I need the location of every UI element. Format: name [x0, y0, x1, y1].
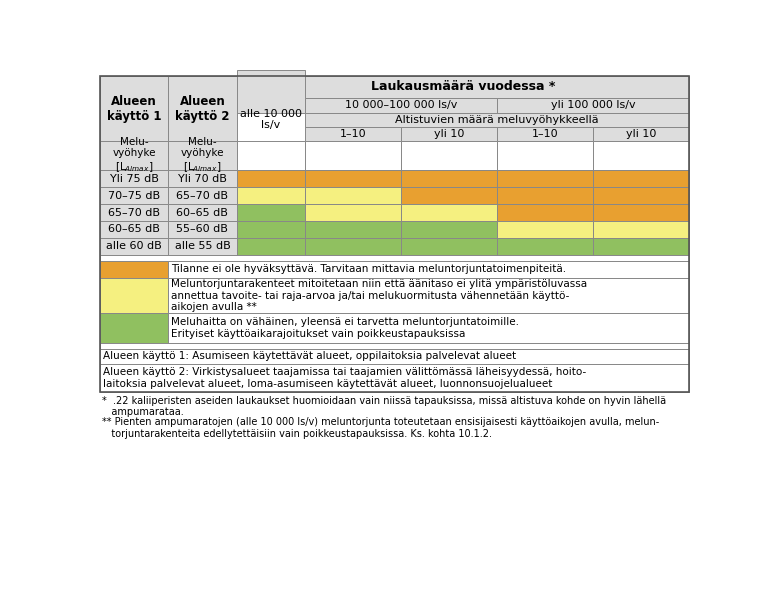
- Bar: [100, 141, 169, 170]
- Text: 60–65 dB: 60–65 dB: [109, 224, 160, 235]
- Bar: [593, 187, 689, 204]
- Bar: [169, 141, 236, 170]
- Text: alle 60 dB: alle 60 dB: [106, 241, 162, 251]
- Text: 10 000–100 000 ls/v: 10 000–100 000 ls/v: [345, 101, 457, 110]
- Bar: [401, 127, 497, 141]
- Bar: [169, 278, 689, 314]
- Bar: [401, 141, 497, 170]
- Bar: [100, 364, 689, 392]
- Text: yli 100 000 ls/v: yli 100 000 ls/v: [551, 101, 635, 110]
- Bar: [100, 255, 689, 261]
- Bar: [401, 204, 497, 221]
- Text: Alueen
käyttö 2: Alueen käyttö 2: [176, 95, 229, 122]
- Bar: [236, 141, 305, 170]
- Bar: [100, 204, 169, 221]
- Text: 60–65 dB: 60–65 dB: [176, 207, 229, 218]
- Text: Tilanne ei ole hyväksyttävä. Tarvitaan mittavia meluntorjuntatoimenpiteitä.: Tilanne ei ole hyväksyttävä. Tarvitaan m…: [172, 265, 567, 274]
- Bar: [100, 238, 169, 255]
- Text: 70–75 dB: 70–75 dB: [108, 191, 160, 201]
- Bar: [100, 261, 169, 278]
- Bar: [169, 76, 236, 98]
- Bar: [100, 170, 169, 187]
- Bar: [236, 187, 305, 204]
- Bar: [305, 98, 497, 113]
- Bar: [236, 238, 305, 255]
- Bar: [169, 170, 236, 187]
- Bar: [497, 141, 593, 170]
- Text: Alueen
käyttö 1: Alueen käyttö 1: [107, 95, 162, 122]
- Bar: [305, 187, 401, 204]
- Bar: [305, 238, 401, 255]
- Bar: [236, 204, 305, 221]
- Bar: [236, 170, 305, 187]
- Bar: [236, 76, 689, 98]
- Bar: [100, 343, 689, 349]
- Bar: [305, 113, 689, 127]
- Bar: [169, 221, 236, 238]
- Text: yli 10: yli 10: [626, 129, 656, 139]
- Text: *  .22 kaliiperisten aseiden laukaukset huomioidaan vain niissä tapauksissa, mis: * .22 kaliiperisten aseiden laukaukset h…: [102, 396, 666, 417]
- Bar: [401, 238, 497, 255]
- Bar: [169, 76, 236, 141]
- Bar: [100, 76, 689, 392]
- Bar: [305, 204, 401, 221]
- Bar: [593, 141, 689, 170]
- Text: Meluhaitta on vähäinen, yleensä ei tarvetta meluntorjuntatoimille.
Erityiset käy: Meluhaitta on vähäinen, yleensä ei tarve…: [172, 317, 520, 339]
- Bar: [169, 238, 236, 255]
- Bar: [169, 261, 689, 278]
- Text: Laukausmäärä vuodessa *: Laukausmäärä vuodessa *: [370, 80, 555, 93]
- Bar: [497, 170, 593, 187]
- Bar: [100, 278, 169, 314]
- Bar: [100, 349, 689, 364]
- Text: alle 10 000
ls/v: alle 10 000 ls/v: [239, 109, 302, 130]
- Bar: [497, 204, 593, 221]
- Bar: [593, 204, 689, 221]
- Text: Yli 75 dB: Yli 75 dB: [110, 174, 159, 184]
- Text: ** Pienten ampumaratojen (alle 10 000 ls/v) meluntorjunta toteutetaan ensisijais: ** Pienten ampumaratojen (alle 10 000 ls…: [102, 417, 659, 439]
- Text: Alueen käyttö 1: Asumiseen käytettävät alueet, oppilaitoksia palvelevat alueet: Alueen käyttö 1: Asumiseen käytettävät a…: [103, 352, 517, 361]
- Bar: [100, 76, 169, 141]
- Text: 65–70 dB: 65–70 dB: [109, 207, 160, 218]
- Bar: [100, 76, 169, 98]
- Bar: [497, 238, 593, 255]
- Bar: [593, 221, 689, 238]
- Bar: [169, 204, 236, 221]
- Bar: [100, 314, 169, 343]
- Bar: [100, 221, 169, 238]
- Bar: [497, 187, 593, 204]
- Bar: [497, 127, 593, 141]
- Text: Alueen käyttö 2: Virkistysalueet taajamissa tai taajamien välittömässä läheisyyd: Alueen käyttö 2: Virkistysalueet taajami…: [103, 367, 587, 389]
- Bar: [169, 187, 236, 204]
- Bar: [593, 127, 689, 141]
- Bar: [401, 187, 497, 204]
- Bar: [100, 187, 169, 204]
- Text: Yli 70 dB: Yli 70 dB: [178, 174, 227, 184]
- Text: Meluntorjuntarakenteet mitoitetaan niin että äänitaso ei ylitä ympäristöluvassa
: Meluntorjuntarakenteet mitoitetaan niin …: [172, 279, 588, 312]
- Bar: [593, 238, 689, 255]
- Bar: [305, 141, 401, 170]
- Bar: [305, 221, 401, 238]
- Bar: [169, 314, 689, 343]
- Bar: [497, 98, 689, 113]
- Bar: [305, 170, 401, 187]
- Text: 55–60 dB: 55–60 dB: [176, 224, 229, 235]
- Text: 1–10: 1–10: [340, 129, 366, 139]
- Text: alle 55 dB: alle 55 dB: [175, 241, 230, 251]
- Bar: [236, 70, 305, 113]
- Text: Melu-
vyöhyke
[L$_{Almax}$]: Melu- vyöhyke [L$_{Almax}$]: [181, 137, 224, 174]
- Text: Melu-
vyöhyke
[L$_{Almax}$]: Melu- vyöhyke [L$_{Almax}$]: [112, 137, 156, 174]
- Bar: [401, 221, 497, 238]
- Bar: [497, 221, 593, 238]
- Bar: [401, 170, 497, 187]
- Text: 65–70 dB: 65–70 dB: [176, 191, 229, 201]
- Text: Altistuvien määrä meluvyöhykkeellä: Altistuvien määrä meluvyöhykkeellä: [395, 115, 599, 125]
- Bar: [236, 76, 689, 98]
- Text: yli 10: yli 10: [434, 129, 464, 139]
- Bar: [593, 170, 689, 187]
- Bar: [305, 127, 401, 141]
- Bar: [236, 221, 305, 238]
- Text: 1–10: 1–10: [531, 129, 558, 139]
